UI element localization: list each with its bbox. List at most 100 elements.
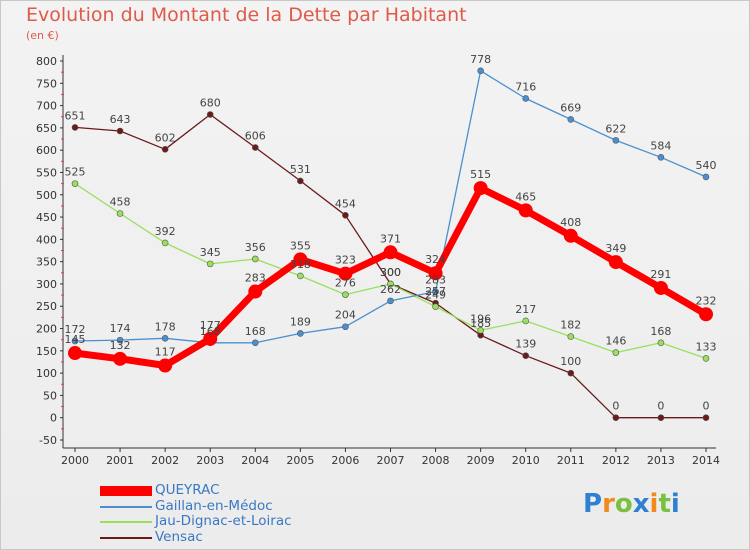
data-label: 249 — [425, 289, 446, 302]
data-label: 196 — [470, 312, 491, 325]
legend-swatch — [100, 536, 152, 539]
data-label: 408 — [560, 216, 581, 229]
data-label: 232 — [696, 294, 717, 307]
data-label: 262 — [380, 283, 401, 296]
data-point — [702, 173, 710, 181]
legend-label: Gaillan-en-Médoc — [155, 497, 273, 514]
data-point — [383, 245, 398, 260]
legend-swatch — [100, 486, 152, 496]
data-point — [567, 116, 575, 123]
x-tick-label: 2008 — [422, 454, 450, 467]
y-tick-label: 600 — [36, 144, 57, 157]
x-tick-label: 2002 — [151, 454, 179, 467]
legend-swatch — [100, 505, 152, 508]
data-point — [251, 255, 259, 263]
x-tick-label: 2009 — [467, 454, 495, 467]
y-tick-label: 350 — [36, 256, 57, 269]
data-label: 204 — [335, 309, 356, 322]
data-point — [657, 414, 665, 422]
data-point — [657, 154, 665, 161]
data-point — [612, 414, 620, 422]
data-label: 132 — [110, 339, 131, 352]
data-point — [251, 144, 259, 151]
data-point — [432, 303, 439, 310]
data-label: 531 — [290, 163, 311, 176]
x-tick-label: 2000 — [61, 454, 89, 467]
y-tick-label: 800 — [36, 55, 57, 68]
data-point — [563, 228, 578, 243]
data-label: 146 — [605, 335, 626, 348]
data-label: 133 — [696, 340, 717, 353]
data-point — [432, 288, 439, 295]
data-label: 0 — [657, 400, 664, 413]
proxiti-logo: Proxiti — [583, 489, 680, 519]
data-point — [699, 307, 713, 322]
data-point — [702, 414, 710, 422]
data-label: 174 — [110, 322, 131, 335]
data-point — [161, 239, 169, 247]
data-point — [608, 255, 623, 270]
data-point — [612, 349, 620, 356]
x-tick-label: 2001 — [106, 454, 134, 467]
x-tick-label: 2012 — [602, 454, 630, 467]
data-label: 515 — [470, 168, 491, 181]
data-label: 540 — [696, 159, 717, 172]
data-label: 300 — [380, 266, 401, 279]
data-point — [293, 252, 308, 267]
data-point — [702, 355, 710, 362]
data-point — [297, 272, 304, 280]
y-tick-label: 300 — [36, 278, 57, 291]
chart-title: Evolution du Montant de la Dette par Hab… — [26, 4, 467, 26]
x-tick-label: 2010 — [512, 454, 540, 467]
data-point — [653, 280, 668, 295]
data-point — [297, 330, 304, 337]
x-tick-label: 2005 — [286, 454, 314, 467]
data-label: 680 — [200, 97, 221, 110]
x-tick-label: 2011 — [557, 454, 585, 467]
data-label: 276 — [335, 277, 356, 290]
data-point — [71, 180, 79, 187]
axes: -50 0 50 100 150 200 250 300 350 400 450 500 550 600 6… — [36, 55, 720, 467]
data-label: 0 — [703, 400, 710, 413]
data-point — [203, 331, 218, 346]
data-point — [116, 210, 124, 217]
data-label: 716 — [515, 80, 536, 93]
data-point — [116, 336, 124, 344]
data-label: 145 — [65, 333, 86, 346]
data-point — [428, 266, 443, 281]
x-tick-label: 2007 — [377, 454, 405, 467]
data-point — [206, 260, 214, 268]
data-label: 454 — [335, 197, 356, 210]
data-label: 185 — [470, 317, 491, 330]
data-point — [71, 337, 79, 345]
data-label: 0 — [612, 400, 619, 413]
data-point — [518, 203, 533, 218]
data-label: 139 — [515, 338, 536, 351]
logo-letter: x — [632, 489, 650, 519]
logo-letter: r — [602, 489, 615, 519]
data-label: 217 — [515, 303, 536, 316]
data-label: 100 — [560, 355, 581, 368]
data-point — [206, 111, 214, 118]
data-label: 392 — [155, 225, 176, 238]
data-label: 189 — [290, 315, 311, 328]
y-tick-label: 50 — [43, 389, 57, 402]
data-label: 283 — [425, 274, 446, 287]
data-point — [522, 352, 530, 360]
data-label: 622 — [605, 122, 626, 135]
data-point — [612, 137, 620, 144]
x-tick-label: 2003 — [196, 454, 224, 467]
data-label: 355 — [290, 239, 311, 252]
legend-label: QUEYRAC — [155, 482, 220, 498]
data-point — [68, 346, 82, 361]
y-tick-label: 500 — [36, 189, 57, 202]
logo-letter: i — [649, 489, 659, 519]
data-label: 651 — [65, 109, 86, 122]
y-tick-label: 400 — [36, 233, 57, 246]
y-tick-label: 150 — [36, 345, 57, 358]
legend-swatch — [100, 521, 152, 523]
series-layer — [68, 67, 713, 422]
data-point — [477, 67, 484, 75]
